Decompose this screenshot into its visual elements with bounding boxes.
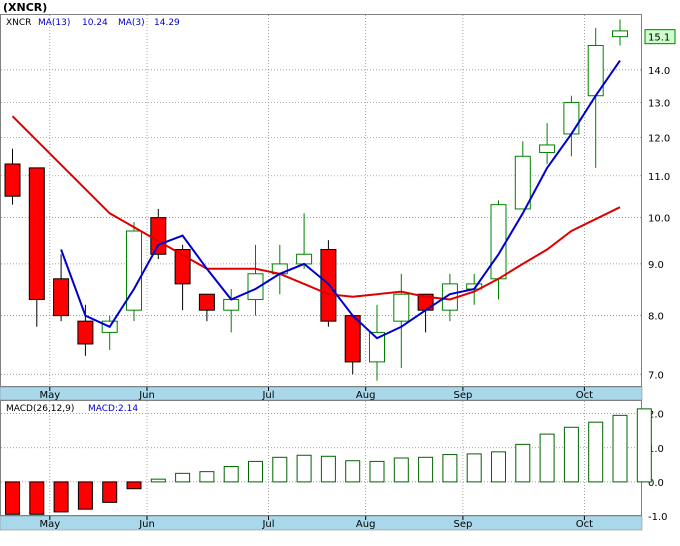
candle-body [563,101,580,135]
candle-body [53,278,70,317]
legend-ma3-label: MA(3) [118,18,145,28]
price-x-tick-label: May [39,390,60,401]
macd-bar [369,460,385,483]
candle-body [612,30,628,38]
candle-body [4,163,21,197]
price-x-tick-label: Sep [453,390,472,401]
macd-bar [5,481,20,515]
price-x-axis-band [0,386,643,401]
macd-bar [320,455,336,483]
price-panel: 7.0 8.0 9.0 10.0 11.0 12.0 13.0 14.0 15.1 May Jun J… [0,14,676,401]
macd-value-label: MACD:2.14 [88,404,138,414]
candle-body [28,167,45,300]
macd-x-tick-label: Jun [138,519,155,530]
macd-bar [588,421,604,483]
macd-bar [102,481,118,503]
macd-bar [126,481,142,490]
legend-ma13-label: MA(13) [38,18,70,28]
macd-x-tick-label: Aug [356,519,376,530]
macd-y-tick-label: 0.0 [648,478,664,489]
macd-bar [393,457,409,483]
macd-bar [199,471,215,483]
price-x-tick-label: Aug [356,390,376,401]
macd-y-tick-label: -1.0 [648,512,668,523]
macd-bar [418,456,434,483]
candle-body [198,293,215,311]
candle-body [393,293,410,322]
candle-body [77,320,94,345]
macd-bar [272,456,288,483]
price-y-tick-label: 10.0 [648,214,670,225]
last-price-label: 15.1 [648,33,670,44]
price-y-tick-label: 9.0 [648,260,664,271]
price-y-tick-label: 13.0 [648,98,670,109]
candle-body [150,217,167,255]
ma3-line [60,60,621,340]
legend-ma13-value: 10.24 [82,18,108,28]
macd-panel: -1.0 0.0 1.0 2.0 May Jun Jul Aug Sep Oct [0,400,668,531]
price-x-tick-label: Jun [138,390,155,401]
candle-body [247,273,264,300]
price-y-tick-label: 12.0 [648,134,670,145]
price-y-tick-label: 14.0 [648,66,670,77]
chart-title: (XNCR) [3,1,47,14]
macd-x-axis-band [0,515,643,531]
price-x-tick-label: Oct [576,390,593,401]
price-y-tick-label: 11.0 [648,172,670,183]
macd-bar [563,426,579,483]
price-y-tick-label: 8.0 [648,312,664,323]
macd-bar [515,443,531,483]
macd-bar [612,414,628,483]
macd-bar [466,453,482,483]
price-x-tick-label: Jul [261,390,274,401]
candle-body [514,155,531,210]
candle-body [490,204,507,280]
candle-body [539,144,556,153]
macd-x-tick-label: Jul [261,519,274,530]
macd-bar [248,460,263,483]
legend-ticker: XNCR [6,18,31,28]
macd-y-tick-label: 2.0 [648,410,664,421]
legend-ma3-value: 14.29 [154,18,180,28]
candle-body [344,315,361,363]
macd-bar [223,466,239,483]
macd-x-tick-label: Sep [453,519,472,530]
macd-bar [636,408,652,483]
macd-bar [77,481,93,510]
candle-body [126,230,142,311]
macd-y-tick-label: 1.0 [648,444,664,455]
macd-bar [150,478,166,483]
candle-body [296,253,313,265]
macd-x-tick-label: Oct [576,519,593,530]
candle-body [223,298,240,311]
macd-bar [175,472,191,483]
macd-bar [53,481,69,513]
ma13-line [11,115,621,301]
price-y-tick-label: 7.0 [648,370,664,381]
macd-bar [442,454,458,483]
last-price-box [644,29,676,45]
macd-bar [29,481,45,515]
macd-x-tick-label: May [39,519,60,530]
macd-bar [296,454,312,483]
macd-bar [539,433,555,483]
macd-bar [491,451,506,483]
candle-body [369,331,385,363]
macd-bar [345,460,361,483]
macd-params-label: MACD(26,12,9) [6,404,74,414]
